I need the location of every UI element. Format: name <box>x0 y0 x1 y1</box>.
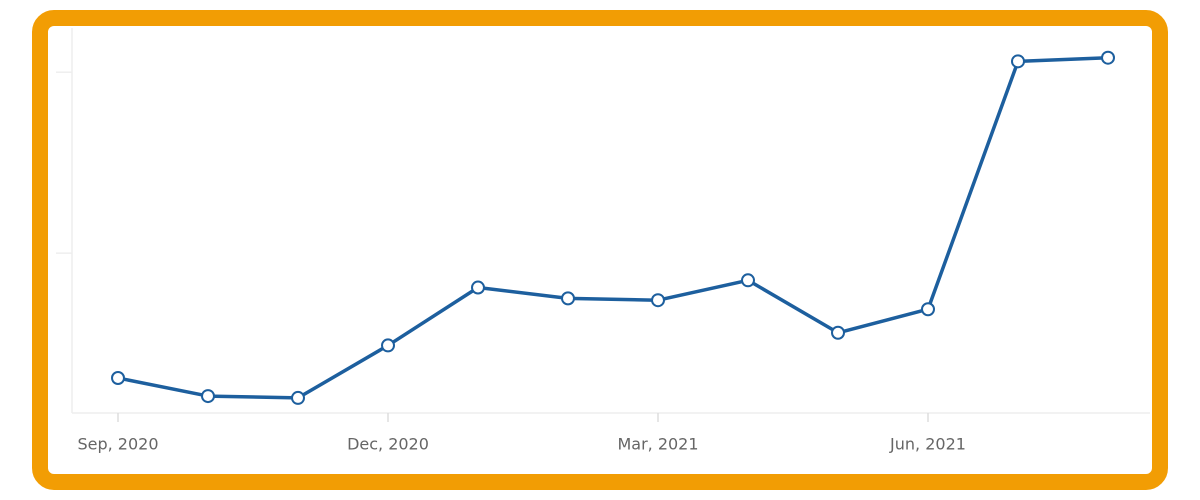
data-point <box>651 293 665 308</box>
data-point <box>741 273 755 288</box>
data-line <box>117 55 1109 400</box>
data-point <box>111 371 125 385</box>
x-tick-label: Mar, 2021 <box>617 435 698 454</box>
data-point <box>291 390 305 405</box>
data-point <box>561 291 575 306</box>
data-point <box>921 302 935 317</box>
x-tick-label: Jun, 2021 <box>889 435 966 454</box>
data-point <box>381 338 395 353</box>
data-point <box>1101 50 1115 65</box>
x-tick-label: Sep, 2020 <box>77 435 158 454</box>
data-point <box>831 325 845 340</box>
frame <box>32 10 1168 490</box>
x-tick-label: Dec, 2020 <box>347 435 429 454</box>
data-point <box>471 280 485 295</box>
data-point <box>201 389 215 404</box>
data-point <box>1011 54 1025 69</box>
